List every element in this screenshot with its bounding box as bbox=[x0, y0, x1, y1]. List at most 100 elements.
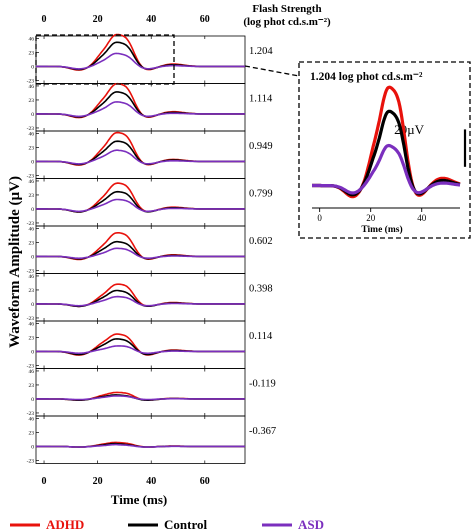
panel-y-tick-label: 23 bbox=[29, 193, 35, 199]
panel-y-tick-label: 46 bbox=[29, 36, 35, 42]
zoom-box bbox=[35, 34, 175, 85]
inset-title: 1.204 log phot cd.s.m⁻² bbox=[310, 71, 423, 83]
trace-asd bbox=[36, 395, 245, 401]
trace-asd bbox=[36, 149, 245, 165]
y-axis-label: Waveform Amplitude (µV) bbox=[7, 176, 23, 348]
panel-y-tick-label: -23 bbox=[27, 173, 35, 179]
flash-strength-label: 0.114 bbox=[249, 331, 273, 342]
top-x-axis: 0 20 40 60 bbox=[42, 14, 210, 25]
inset-x-axis-label: Time (ms) bbox=[361, 224, 402, 235]
panel-0.114: 46 23 0 -23 0.114 bbox=[27, 320, 273, 369]
top-x-tick-label: 40 bbox=[146, 14, 156, 25]
legend-label-adhd: ADHD bbox=[46, 517, 84, 532]
panel-frame bbox=[35, 368, 246, 417]
top-x-tick-label: 0 bbox=[42, 14, 47, 25]
panel-y-tick-label: 0 bbox=[31, 254, 34, 260]
panel-frame bbox=[35, 273, 246, 322]
panel-y-tick-label: 23 bbox=[29, 288, 35, 294]
panel-frame bbox=[35, 35, 246, 84]
trace-adhd bbox=[36, 182, 245, 213]
panel-y-tick-label: 46 bbox=[29, 321, 35, 327]
inset-x-tick-label: 40 bbox=[417, 213, 427, 223]
panel-0.799: 46 23 0 -23 0.799 bbox=[27, 178, 273, 227]
panel-frame bbox=[35, 83, 246, 132]
panel-y-tick-label: 23 bbox=[29, 145, 35, 151]
panel-frame bbox=[35, 225, 246, 274]
trace-adhd bbox=[36, 283, 245, 308]
panel-y-tick-label: -23 bbox=[27, 78, 35, 84]
panel-stack: 46230-231.20446230-231.11446230-230.9494… bbox=[27, 33, 276, 464]
bottom-x-tick-label: 0 bbox=[42, 476, 47, 487]
flash-header-line1: Flash Strength bbox=[252, 3, 321, 15]
panel-y-tick-label: 46 bbox=[29, 179, 35, 185]
panel-y-tick-label: 23 bbox=[29, 430, 35, 436]
panel-frame bbox=[35, 320, 246, 369]
trace-asd bbox=[36, 295, 245, 307]
panel-y-tick-label: 23 bbox=[29, 383, 35, 389]
panel-y-tick-label: 46 bbox=[29, 84, 35, 90]
flash-strength-label: 0.799 bbox=[249, 189, 273, 200]
bottom-x-tick-label: 40 bbox=[146, 476, 156, 487]
top-x-tick-label: 20 bbox=[93, 14, 103, 25]
panel-y-tick-label: -23 bbox=[27, 126, 35, 132]
flash-header-line2: (log phot cd.s.m⁻²) bbox=[243, 16, 331, 28]
panel-y-tick-label: 46 bbox=[29, 416, 35, 422]
flash-strength-label: 1.204 bbox=[249, 46, 273, 57]
inset-x-tick-label: 20 bbox=[366, 213, 376, 223]
flash-strength-label: 0.949 bbox=[249, 141, 273, 152]
inset-trace-asd bbox=[311, 143, 461, 195]
flash-strength-label: 0.398 bbox=[249, 284, 273, 295]
panel-y-tick-label: 23 bbox=[29, 50, 35, 56]
panel-frame bbox=[35, 415, 246, 464]
panel-0.949: 46 23 0 -23 0.949 bbox=[27, 130, 273, 179]
panel-y-tick-label: 46 bbox=[29, 226, 35, 232]
panel-y-tick-label: -23 bbox=[27, 363, 35, 369]
flash-strength-label: 1.114 bbox=[249, 94, 273, 105]
panel-y-tick-label: 46 bbox=[29, 274, 35, 280]
zoom-connector bbox=[244, 65, 300, 77]
trace-asd bbox=[36, 345, 245, 355]
flash-strength-label: 0.602 bbox=[249, 236, 273, 247]
trace-asd bbox=[36, 443, 245, 448]
trace-control bbox=[36, 41, 245, 71]
flash-strength-label: -0.119 bbox=[249, 379, 276, 390]
legend: ADHD Control ASD bbox=[10, 517, 324, 532]
panel-y-tick-label: 0 bbox=[31, 207, 34, 213]
panel-0.398: 46 23 0 -23 0.398 bbox=[27, 273, 273, 322]
panel-y-tick-label: -23 bbox=[27, 316, 35, 322]
panel-y-tick-label: -23 bbox=[27, 411, 35, 417]
legend-label-control: Control bbox=[164, 517, 207, 532]
bottom-x-axis: 0 20 40 60 bbox=[42, 476, 210, 487]
panel-1.114: 46 23 0 -23 1.114 bbox=[27, 82, 273, 132]
panel-y-tick-label: 0 bbox=[31, 444, 34, 450]
panel--0.367: 46 23 0 -23 -0.367 bbox=[27, 415, 276, 464]
trace-asd bbox=[36, 198, 245, 213]
panel-y-tick-label: 0 bbox=[31, 349, 34, 355]
panel-y-tick-label: 46 bbox=[29, 369, 35, 375]
bottom-x-tick-label: 60 bbox=[200, 476, 210, 487]
panel-y-tick-label: 23 bbox=[29, 98, 35, 104]
inset-x-tick-label: 0 bbox=[317, 213, 322, 223]
top-x-tick-label: 60 bbox=[200, 14, 210, 25]
legend-label-asd: ASD bbox=[298, 517, 324, 532]
panel--0.119: 46 23 0 -23 -0.119 bbox=[27, 368, 276, 417]
panel-y-tick-label: 0 bbox=[31, 397, 34, 403]
panel-y-tick-label: 23 bbox=[29, 240, 35, 246]
panel-y-tick-label: -23 bbox=[27, 221, 35, 227]
trace-asd bbox=[36, 247, 245, 260]
panel-1.204: 46 23 0 -23 1.204 bbox=[27, 33, 273, 84]
panel-y-tick-label: 0 bbox=[31, 64, 34, 70]
flash-strength-label: -0.367 bbox=[249, 426, 276, 437]
panel-y-tick-label: 0 bbox=[31, 159, 34, 165]
panel-frame bbox=[35, 130, 246, 179]
x-axis-label: Time (ms) bbox=[111, 492, 167, 507]
panel-0.602: 46 23 0 -23 0.602 bbox=[27, 225, 273, 274]
trace-asd bbox=[36, 52, 245, 70]
panel-y-tick-label: -23 bbox=[27, 458, 35, 464]
panel-y-tick-label: 0 bbox=[31, 302, 34, 308]
panel-y-tick-label: 46 bbox=[29, 131, 35, 137]
trace-asd bbox=[36, 101, 245, 118]
panel-frame bbox=[35, 178, 246, 227]
